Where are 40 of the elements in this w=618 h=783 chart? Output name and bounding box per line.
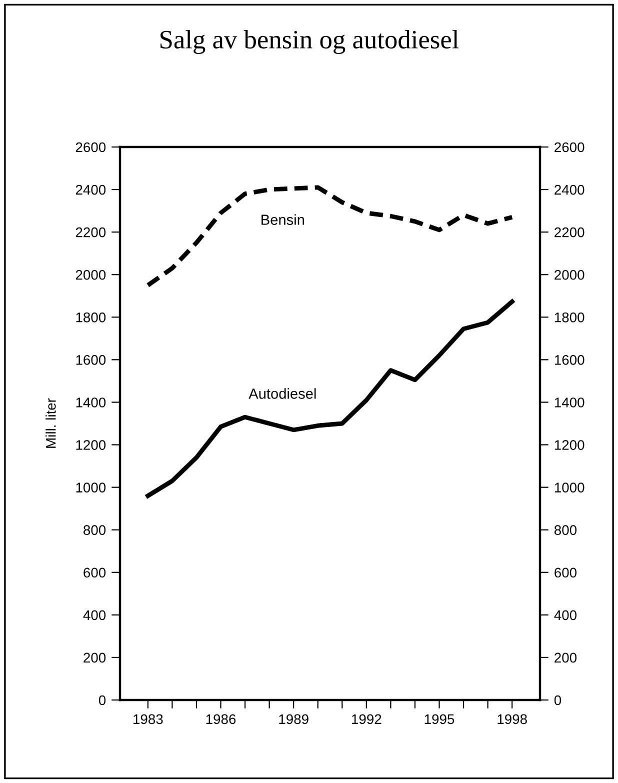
y-tick-label: 1000: [76, 482, 106, 492]
y2-tick-label: 200: [554, 652, 577, 663]
y2-tick-label: 400: [554, 610, 577, 620]
series-label: Bensin: [262, 214, 304, 225]
y2-tick-label: 1200: [554, 440, 584, 450]
y2-tick-label: 600: [554, 568, 577, 578]
x-tick-label: 1983: [134, 714, 163, 724]
y2-tick-label: 800: [554, 525, 577, 536]
y-tick-label: 1400: [76, 398, 106, 408]
series-label: Autodiesel: [248, 388, 316, 399]
line-series: [146, 299, 514, 498]
y-tick-label: 2400: [76, 184, 106, 195]
y-tick-label: 1600: [76, 355, 106, 365]
y-tick-label: 2600: [76, 142, 106, 152]
y-tick-label: 0: [98, 695, 106, 706]
x-tick-label: 1986: [206, 714, 236, 724]
y-tick-label: 2200: [76, 227, 106, 238]
y2-tick-label: 0: [554, 695, 562, 706]
chart-title: Salg av bensin og autodiesel: [160, 30, 459, 54]
y-axis-title: Mill. liter: [46, 398, 56, 448]
x-tick-label: 1995: [424, 714, 454, 724]
y-tick-label: 200: [84, 652, 106, 663]
x-tick-label: 1998: [498, 714, 527, 724]
y2-tick-label: 2200: [554, 227, 584, 238]
y-tick-label: 400: [83, 610, 106, 620]
line-series: [146, 185, 514, 288]
y2-tick-label: 2400: [554, 184, 584, 195]
y-tick-label: 1800: [76, 312, 106, 322]
x-tick-label: 1989: [279, 714, 308, 724]
y2-tick-label: 1600: [554, 355, 584, 365]
y2-tick-label: 1400: [554, 398, 584, 408]
y2-tick-label: 2600: [554, 142, 584, 152]
y-tick-label: 1200: [76, 440, 106, 450]
y-tick-label: 600: [84, 568, 106, 578]
y-tick-label: 800: [84, 525, 106, 536]
y-tick-label: 2000: [76, 270, 106, 280]
y2-tick-label: 2000: [554, 270, 584, 280]
y2-tick-label: 1800: [554, 312, 584, 322]
y2-tick-label: 1000: [554, 482, 584, 492]
x-tick-label: 1992: [352, 714, 382, 724]
